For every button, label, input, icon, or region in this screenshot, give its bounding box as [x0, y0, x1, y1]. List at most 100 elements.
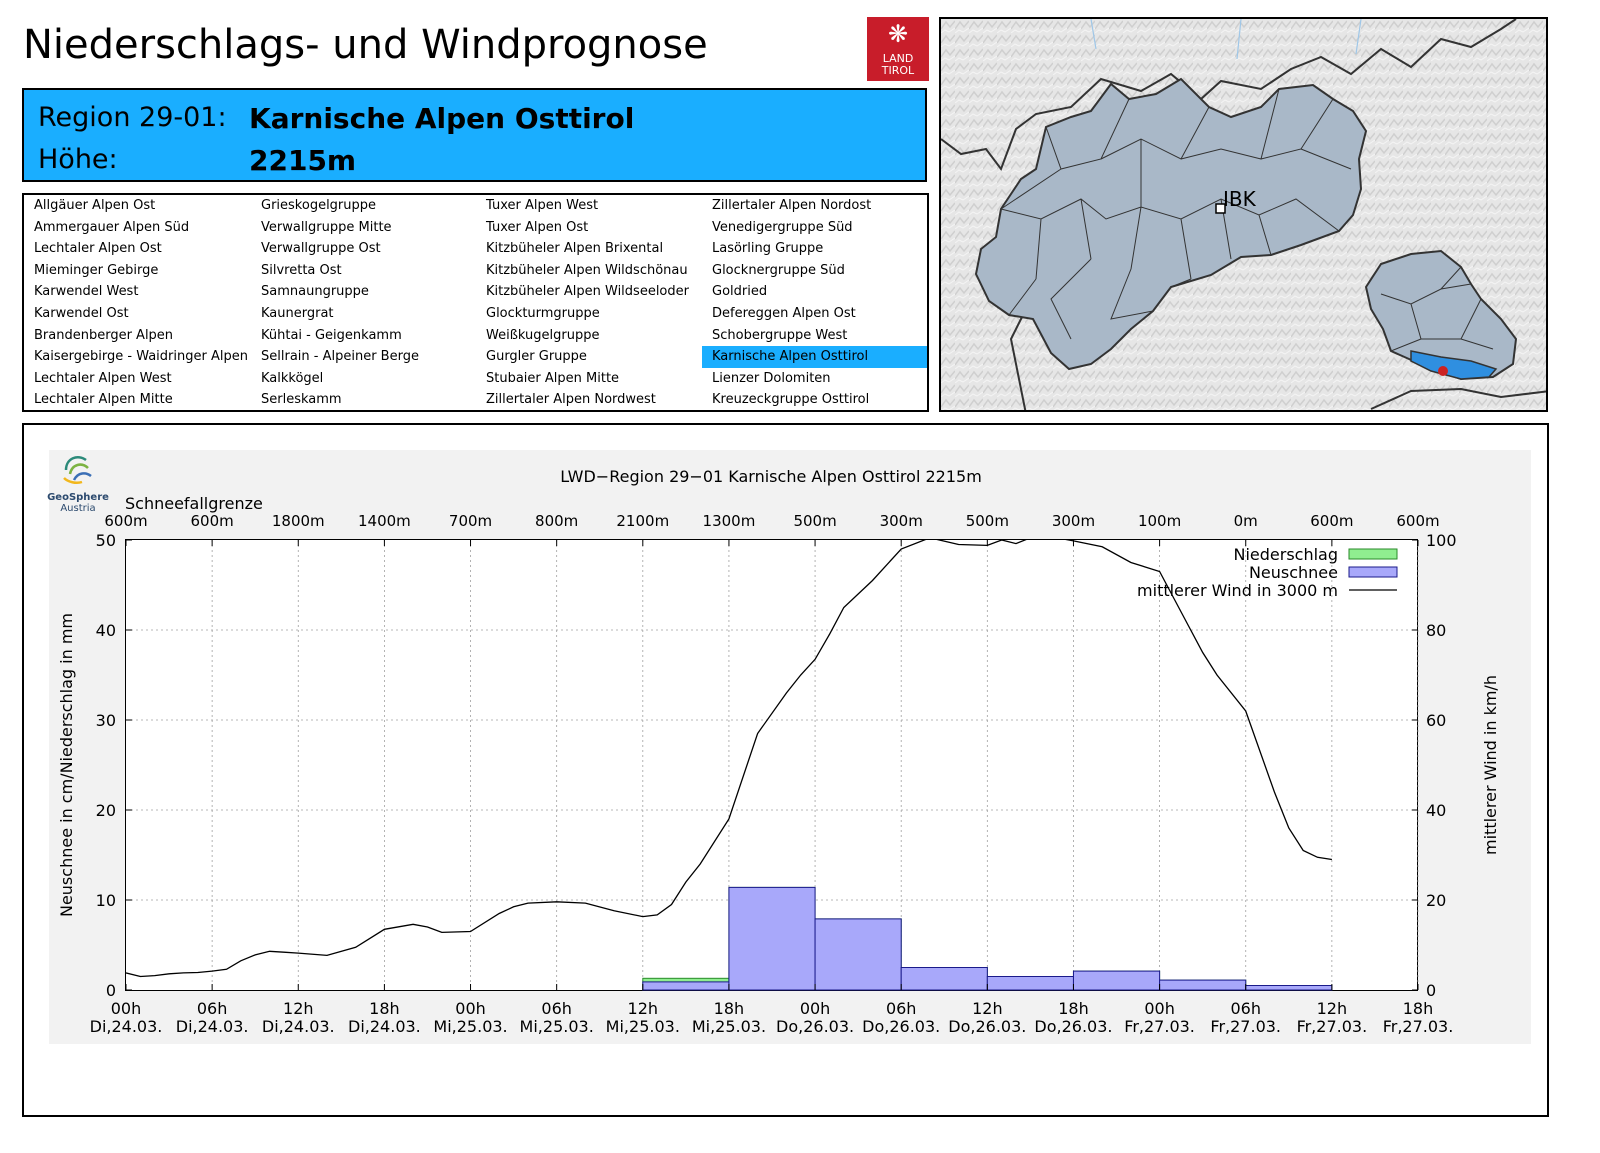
region-list-column-4: Zillertaler Alpen Nordost Venedigergruppe… — [702, 195, 927, 411]
region-list-item[interactable]: Glockturmgruppe — [486, 305, 600, 321]
region-list-item[interactable]: Lienzer Dolomiten — [712, 370, 831, 386]
region-list-item[interactable]: Kaunergrat — [261, 305, 334, 321]
region-list-item[interactable]: Kühtai - Geigenkamm — [261, 327, 402, 343]
snowline-label-value: 300m — [1052, 512, 1095, 530]
wind-line — [126, 540, 1332, 978]
region-list-item[interactable]: Allgäuer Alpen Ost — [34, 198, 156, 213]
region-list-item[interactable]: Kreuzeckgruppe Osttirol — [712, 392, 870, 408]
region-list-item[interactable]: Lechtaler Alpen West — [34, 370, 172, 386]
map-selected-region — [1410, 350, 1498, 380]
region-list-item[interactable]: Lechtaler Alpen Mitte — [34, 392, 173, 408]
country-border-south — [1370, 387, 1546, 410]
region-list-item[interactable]: Kitzbüheler Alpen Wildseeloder — [486, 284, 689, 300]
x-tick-label-date: Fr,27.03. — [1383, 1017, 1454, 1036]
legend-label: Neuschnee — [1249, 563, 1338, 582]
region-list-item[interactable]: Goldried — [712, 284, 768, 300]
region-list-item[interactable]: Karwendel Ost — [34, 305, 129, 321]
region-list-item[interactable]: Tuxer Alpen West — [486, 198, 599, 213]
height-label: Höhe: — [38, 144, 118, 175]
region-list-item[interactable]: Zillertaler Alpen Nordost — [712, 198, 872, 213]
region-list-item[interactable]: Zillertaler Alpen Nordwest — [486, 392, 656, 408]
region-list-column-1: Allgäuer Alpen Ost Ammergauer Alpen Süd Le… — [24, 195, 251, 411]
country-border-north — [941, 19, 1517, 172]
region-list-item[interactable]: Kaisergebirge - Waidringer Alpen — [34, 349, 248, 365]
neuschnee-bar — [986, 976, 1074, 991]
region-list: Allgäuer Alpen Ost Ammergauer Alpen Süd Le… — [22, 193, 929, 412]
neuschnee-bar — [814, 918, 902, 991]
x-tick-label-date: Mi,25.03. — [606, 1017, 680, 1036]
map-city-marker — [1215, 203, 1226, 214]
x-tick-label-time: 12h — [628, 999, 659, 1018]
y2-tick-label: 0 — [1426, 981, 1436, 1000]
y-tick-label: 0 — [106, 981, 116, 1000]
y2-tick-label: 100 — [1426, 531, 1457, 550]
x-tick-label-date: Mi,25.03. — [520, 1017, 594, 1036]
region-list-item[interactable]: Karwendel West — [34, 284, 139, 300]
region-list-item[interactable]: Weißkugelgruppe — [486, 327, 600, 343]
map-region-marker — [1438, 366, 1448, 376]
region-list-item[interactable]: Tuxer Alpen Ost — [486, 219, 589, 235]
region-name: Karnische Alpen Osttirol — [249, 102, 635, 135]
region-list-item[interactable]: Gurgler Gruppe — [486, 349, 587, 365]
region-list-item[interactable]: Stubaier Alpen Mitte — [486, 370, 620, 386]
axes: 00hDi,24.03.600m06hDi,24.03.600m12hDi,24… — [90, 512, 1457, 1036]
region-list-item[interactable]: Kitzbüheler Alpen Wildschönau — [486, 262, 688, 278]
region-list-item[interactable]: Schobergruppe West — [712, 327, 848, 343]
region-list-item[interactable]: Karnische Alpen Osttirol — [702, 346, 927, 368]
region-list-item[interactable]: Brandenberger Alpen — [34, 327, 174, 343]
region-list-item[interactable]: Sellrain - Alpeiner Berge — [261, 349, 419, 365]
neuschnee-bar — [728, 886, 816, 991]
map-osttirol — [1364, 249, 1518, 381]
region-list-item[interactable]: Grieskogelgruppe — [261, 198, 377, 213]
x-tick-label-time: 06h — [541, 999, 572, 1018]
y2-tick-label: 20 — [1426, 891, 1446, 910]
region-list-item[interactable]: Defereggen Alpen Ost — [712, 305, 856, 321]
region-info-box: Region 29-01: Karnische Alpen Osttirol H… — [22, 88, 927, 182]
snowline-label-value: 600m — [1396, 512, 1439, 530]
x-tick-label-date: Di,24.03. — [348, 1017, 421, 1036]
y2-tick-label: 80 — [1426, 621, 1446, 640]
x-tick-label-date: Di,24.03. — [176, 1017, 249, 1036]
region-list-item[interactable]: Venedigergruppe Süd — [712, 219, 853, 235]
region-list-item[interactable]: Silvretta Ost — [261, 262, 342, 278]
snowline-label-value: 600m — [1310, 512, 1353, 530]
snowline-label-value: 800m — [535, 512, 578, 530]
y-axis-label: Neuschnee in cm/Niederschlag in mm — [57, 613, 76, 917]
region-list-item[interactable]: Kitzbüheler Alpen Brixental — [486, 241, 664, 257]
x-tick-label-time: 12h — [283, 999, 314, 1018]
region-list-item[interactable]: Samnaungruppe — [261, 284, 369, 300]
region-list-item[interactable]: Mieminger Gebirge — [34, 262, 159, 278]
legend-swatch — [1348, 548, 1398, 560]
snowline-label-value: 500m — [793, 512, 836, 530]
region-list-item[interactable]: Serleskamm — [261, 392, 342, 408]
page-title: Niederschlags- und Windprognose — [23, 22, 708, 68]
neuschnee-bar — [1159, 979, 1247, 991]
region-list-item[interactable]: Kalkkögel — [261, 370, 324, 386]
geosphere-name: GeoSphere — [47, 492, 109, 503]
legend-label: mittlerer Wind in 3000 m — [1137, 581, 1338, 600]
x-tick-label-date: Do,26.03. — [862, 1017, 940, 1036]
x-tick-label-time: 06h — [886, 999, 917, 1018]
neuschnee-bar — [642, 981, 730, 991]
snowline-label-value: 0m — [1234, 512, 1258, 530]
x-tick-label-time: 18h — [1403, 999, 1434, 1018]
region-list-item[interactable]: Ammergauer Alpen Süd — [34, 219, 190, 235]
x-tick-label-time: 18h — [1058, 999, 1089, 1018]
x-tick-label-date: Mi,25.03. — [692, 1017, 766, 1036]
region-list-item[interactable]: Glocknergruppe Süd — [712, 262, 845, 278]
y2-axis-label: mittlerer Wind in km/h — [1481, 675, 1500, 855]
logo-line-2: TIROL — [881, 64, 915, 77]
geosphere-country: Austria — [60, 503, 96, 514]
region-list-item[interactable]: Verwallgruppe Mitte — [261, 219, 392, 235]
snowline-label-value: 700m — [449, 512, 492, 530]
x-tick-label-time: 00h — [111, 999, 142, 1018]
x-tick-label-date: Di,24.03. — [90, 1017, 163, 1036]
x-tick-label-date: Do,26.03. — [948, 1017, 1026, 1036]
region-list-item[interactable]: Lechtaler Alpen Ost — [34, 241, 162, 257]
y-tick-label: 40 — [96, 621, 116, 640]
region-label: Region 29-01: — [38, 102, 227, 133]
region-list-item[interactable]: Lasörling Gruppe — [712, 241, 824, 257]
geosphere-logo: GeoSphere Austria — [47, 450, 109, 514]
region-list-item[interactable]: Verwallgruppe Ost — [261, 241, 381, 257]
height-value: 2215m — [249, 144, 357, 177]
